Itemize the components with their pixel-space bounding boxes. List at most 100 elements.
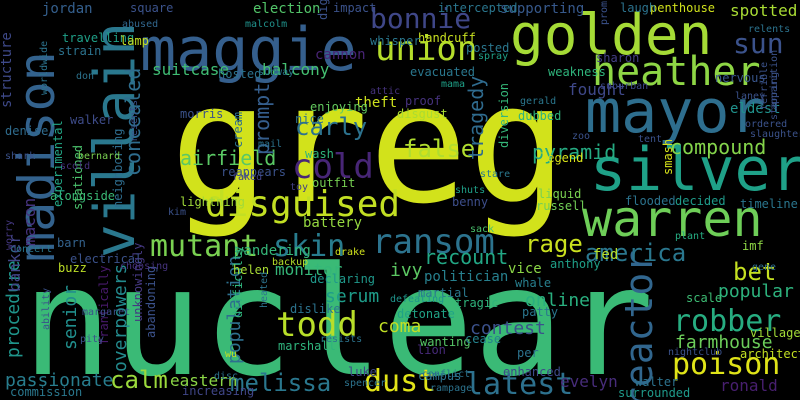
word-posted: posted [466, 41, 510, 55]
word-luke: luke [348, 365, 377, 379]
word-legend: legend [540, 151, 584, 165]
word-eldest: eldest [730, 101, 781, 117]
word-greg: greg [170, 48, 568, 240]
word-mama: mama [441, 79, 466, 90]
word-laney: laney [735, 91, 766, 102]
word-evacuated: evacuated [410, 65, 476, 79]
word-monitor: monitor [275, 260, 343, 279]
word-ability: ability [41, 287, 52, 330]
word-fed: fed [593, 247, 619, 263]
word-smash: smash [661, 138, 675, 175]
word-laugh: laugh [620, 1, 657, 15]
word-resists: resists [320, 334, 363, 345]
word-abandoning: abandoning [144, 265, 158, 338]
word-electrical: electrical [70, 252, 143, 266]
word-lamp: lamp [120, 34, 149, 48]
word-surrounded: surrounded [618, 386, 691, 400]
word-marshall: marshall [278, 339, 336, 353]
word-dubbed: dubbed [518, 109, 562, 123]
word-wu: wu [225, 349, 238, 360]
word-mayor: mayor [585, 77, 766, 147]
word-timeline: timeline [740, 197, 798, 211]
word-attic: attic [370, 86, 401, 97]
word-sharon: sharon [596, 51, 640, 65]
word-todd: todd [276, 305, 358, 345]
word-patty: patty [522, 305, 559, 319]
word-airfield: airfield [180, 146, 277, 170]
word-contest: contest [470, 318, 546, 339]
word-square: square [130, 1, 174, 15]
word-toy: toy [290, 182, 309, 193]
word-disgust: disgust [397, 107, 448, 121]
word-nice: nice [295, 112, 324, 126]
word-scold: scold [60, 161, 91, 172]
word-backup: backup [272, 257, 309, 268]
word-travelling: travelling [62, 31, 135, 45]
word-battery: battery [303, 215, 363, 231]
word-reappears: reappears [221, 165, 287, 179]
word-whisper: whisper [370, 34, 421, 48]
word-lion: lion [417, 343, 446, 357]
word-cease: cease [465, 332, 502, 346]
word-wanting: wanting [420, 335, 471, 349]
word-heather: heather [592, 49, 761, 95]
word-increasing: increasing [182, 384, 255, 398]
word-defeating: defeating [390, 294, 445, 305]
word-pity: pity [80, 334, 105, 345]
word-penthouse: penthouse [650, 1, 716, 15]
word-neighboring: neighboring [111, 128, 125, 208]
word-slaughter: slaughter [750, 129, 800, 140]
word-architect: architect [740, 347, 800, 361]
word-whale: whale [515, 276, 552, 290]
word-handcuff: handcuff [418, 31, 476, 45]
word-fought: fought [568, 80, 626, 99]
word-structure: structure [0, 32, 15, 108]
word-wandering: wandering [235, 243, 311, 259]
word-imf: imf [742, 239, 764, 253]
word-carly: carly [295, 113, 368, 141]
word-calm: calm [110, 366, 168, 394]
word-relents: relents [748, 24, 791, 35]
word-flooded: flooded [625, 194, 676, 208]
word-suitcase: suitcase [152, 60, 230, 79]
word-spotted: spotted [730, 1, 798, 20]
word-lightning: lightning [180, 195, 246, 209]
word-balcony: balcony [262, 60, 330, 79]
word-rage: rage [525, 230, 583, 258]
word-skin: skin [273, 229, 346, 264]
word-nervous: nervous [715, 71, 766, 85]
word-outfit: outfit [312, 176, 356, 190]
word-difficulty: difficulty [231, 245, 245, 318]
word-villager: villager [750, 326, 800, 340]
word-macon: macon [20, 197, 39, 246]
word-abused: abused [122, 19, 159, 30]
word-prom: prom [599, 0, 610, 25]
word-margaret: margaret [82, 307, 131, 318]
word-proof: proof [405, 94, 442, 108]
word-shark: shark [5, 151, 36, 162]
word-wash: wash [305, 147, 334, 161]
word-poison: poison [672, 347, 781, 382]
word-election: election [253, 1, 321, 17]
word-malcolm: malcolm [245, 19, 288, 30]
word-politician: politician [424, 269, 509, 285]
word-liquid: liquid [538, 187, 582, 201]
word-sun: sun [733, 27, 784, 60]
word-gene: gene [752, 262, 777, 273]
word-detonate: detonate [397, 307, 455, 321]
word-cold: cold [292, 147, 374, 187]
word-buzz: buzz [58, 261, 87, 275]
word-kim: kim [168, 207, 187, 218]
word-denise: denise [5, 124, 49, 138]
word-evelyn: evelyn [560, 372, 618, 391]
word-bernard: bernard [78, 151, 121, 162]
word-nuclear: nuclear [22, 236, 655, 400]
word-per: per [517, 346, 539, 360]
word-anthony: anthony [550, 257, 601, 271]
word-walker: walker [70, 113, 114, 127]
word-bet: bet [733, 258, 777, 286]
word-worry: worry [4, 219, 15, 250]
word-strain: strain [58, 44, 102, 58]
word-scale: scale [686, 291, 723, 305]
